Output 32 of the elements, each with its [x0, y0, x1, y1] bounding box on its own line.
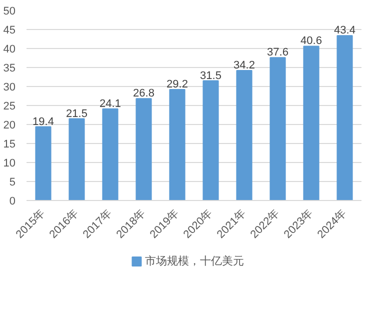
- data-label: 40.6: [300, 35, 322, 48]
- data-label: 19.4: [32, 116, 54, 128]
- bar: [202, 80, 219, 200]
- bar: [236, 70, 252, 200]
- bar: [35, 126, 52, 200]
- data-label: 29.2: [166, 78, 188, 91]
- y-tick-label: 20: [3, 120, 16, 132]
- y-tick-label: 45: [3, 24, 16, 36]
- data-label: 24.1: [100, 98, 121, 110]
- y-tick-label: 25: [3, 100, 16, 112]
- y-tick-label: 15: [3, 138, 16, 150]
- y-tick-label: 50: [3, 6, 16, 18]
- y-tick-label: 0: [9, 196, 16, 208]
- data-label: 43.4: [334, 24, 356, 37]
- y-tick-label: 5: [9, 176, 16, 188]
- y-tick-label: 30: [3, 82, 16, 94]
- legend-label: 市场规模，十亿美元: [145, 254, 244, 268]
- data-label: 21.5: [66, 108, 88, 120]
- bar: [136, 98, 152, 200]
- bar: [169, 89, 186, 200]
- y-tick-label: 40: [3, 44, 16, 56]
- bar: [303, 46, 320, 200]
- bar: [270, 57, 286, 200]
- bar: [336, 35, 353, 200]
- bar: [68, 118, 85, 200]
- data-label: 34.2: [234, 60, 255, 72]
- bar: [102, 108, 118, 200]
- data-label: 31.5: [200, 70, 222, 82]
- y-tick-label: 10: [3, 158, 16, 170]
- data-label: 26.8: [133, 88, 154, 100]
- y-tick-label: 35: [3, 62, 16, 74]
- data-label: 37.6: [267, 46, 288, 59]
